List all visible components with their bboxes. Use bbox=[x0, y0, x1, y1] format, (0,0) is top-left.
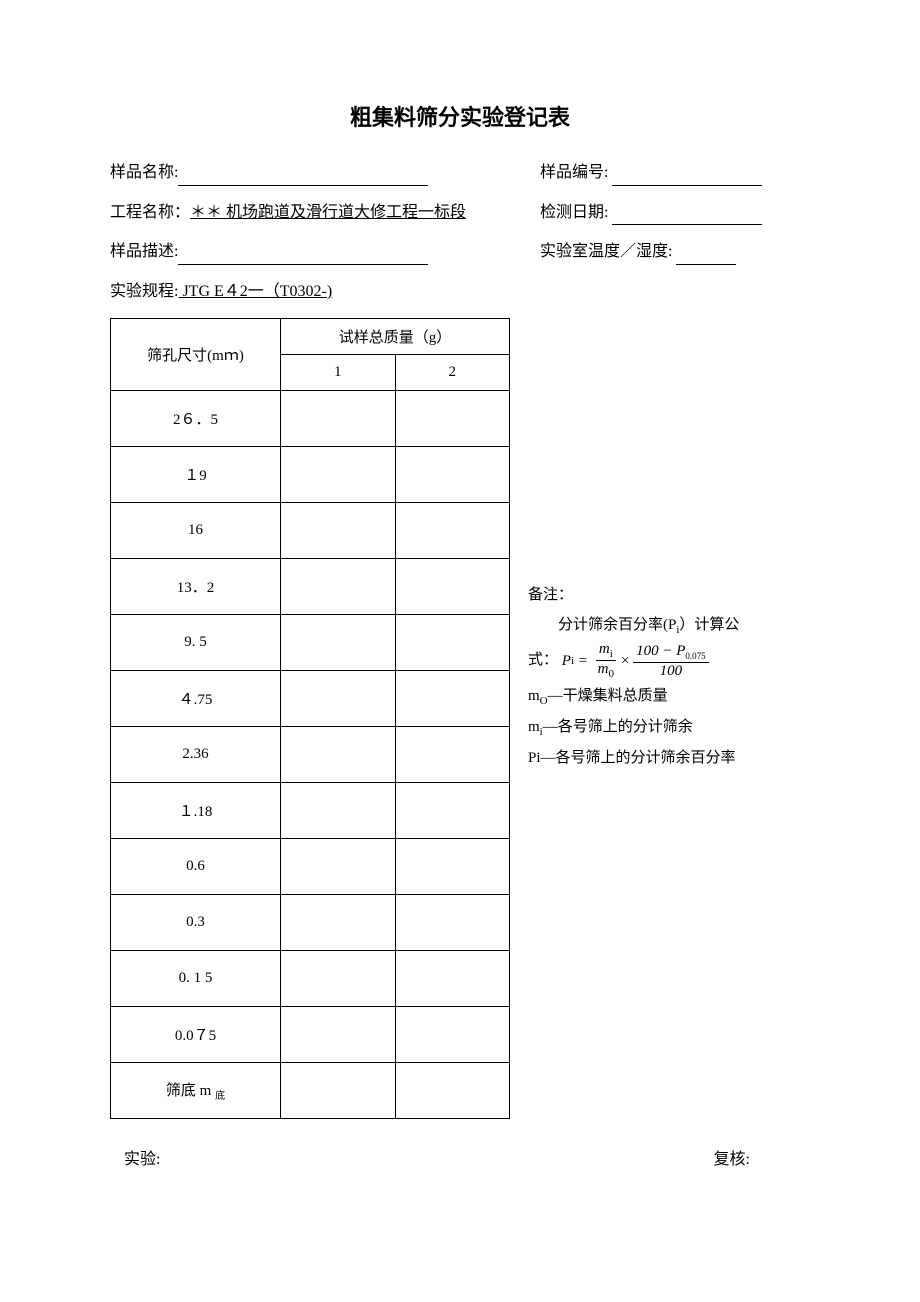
table-cell[interactable] bbox=[395, 1063, 510, 1119]
meta-row-3: 样品描述: 实验室温度／湿度: bbox=[110, 239, 810, 265]
table-cell[interactable] bbox=[395, 615, 510, 671]
sample-desc-field[interactable] bbox=[178, 245, 428, 265]
table-cell[interactable] bbox=[281, 839, 396, 895]
footer-review: 复核: bbox=[714, 1145, 810, 1169]
table-cell[interactable] bbox=[281, 391, 396, 447]
notes-pi: Pi—各号筛上的分计筛余百分率 bbox=[528, 743, 810, 773]
table-cell[interactable] bbox=[395, 447, 510, 503]
sieve-size: 0. 1 5 bbox=[111, 951, 281, 1007]
sample-no-field[interactable] bbox=[612, 166, 762, 186]
sieve-bottom: 筛底 m 底 bbox=[111, 1063, 281, 1119]
sieve-size: 13．2 bbox=[111, 559, 281, 615]
table-cell[interactable] bbox=[281, 1063, 396, 1119]
table-cell[interactable] bbox=[281, 727, 396, 783]
temp-label: 实验室温度／湿度: bbox=[540, 243, 672, 260]
table-cell[interactable] bbox=[395, 391, 510, 447]
meta-row-4: 实验规程: JTG E４2一（T0302-) bbox=[110, 279, 810, 305]
test-date-label: 检测日期: bbox=[540, 204, 608, 221]
sieve-table: 筛孔尺寸(mｍ) 试样总质量（g） 1 2 2６．5 １9 16 13．2 9.… bbox=[110, 318, 510, 1119]
project-value: ＊＊ 机场跑道及滑行道大修工程一标段 bbox=[190, 204, 466, 221]
sieve-size: 0.0７5 bbox=[111, 1007, 281, 1063]
col-1: 1 bbox=[281, 355, 396, 391]
spec-label: 实验规程: bbox=[110, 283, 178, 300]
col-2: 2 bbox=[395, 355, 510, 391]
header-mass: 试样总质量（g） bbox=[281, 319, 510, 355]
meta-row-2: 工程名称：＊＊ 机场跑道及滑行道大修工程一标段 检测日期: bbox=[110, 200, 810, 226]
notes-formula-line: 式： Pi = mim0 × 100 − P0.075100 bbox=[528, 641, 810, 680]
sieve-size: １9 bbox=[111, 447, 281, 503]
table-cell[interactable] bbox=[395, 839, 510, 895]
sieve-size: １.18 bbox=[111, 783, 281, 839]
notes-panel: 备注： 分计筛余百分率(Pi）计算公 式： Pi = mim0 × 100 − … bbox=[510, 318, 810, 1119]
table-cell[interactable] bbox=[281, 783, 396, 839]
sieve-size: 0.6 bbox=[111, 839, 281, 895]
sieve-size: 9. 5 bbox=[111, 615, 281, 671]
notes-mi: mi—各号筛上的分计筛余 bbox=[528, 712, 810, 743]
sieve-size: 2６．5 bbox=[111, 391, 281, 447]
sample-name-field[interactable] bbox=[178, 166, 428, 186]
sieve-size: ４.75 bbox=[111, 671, 281, 727]
project-label: 工程名称： bbox=[110, 204, 190, 221]
formula: Pi = mim0 × 100 − P0.075100 bbox=[562, 641, 712, 680]
sample-no-label: 样品编号: bbox=[540, 164, 608, 181]
table-cell[interactable] bbox=[395, 559, 510, 615]
sieve-size: 0.3 bbox=[111, 895, 281, 951]
sample-name-label: 样品名称: bbox=[110, 164, 178, 181]
table-cell[interactable] bbox=[395, 727, 510, 783]
sieve-size: 16 bbox=[111, 503, 281, 559]
table-cell[interactable] bbox=[395, 1007, 510, 1063]
table-cell[interactable] bbox=[395, 783, 510, 839]
temp-field[interactable] bbox=[676, 245, 736, 265]
footer: 实验: 复核: bbox=[110, 1145, 810, 1169]
table-cell[interactable] bbox=[281, 895, 396, 951]
table-cell[interactable] bbox=[395, 671, 510, 727]
table-cell[interactable] bbox=[281, 503, 396, 559]
footer-experiment: 实验: bbox=[110, 1145, 714, 1169]
header-sieve: 筛孔尺寸(mｍ) bbox=[111, 319, 281, 391]
notes-header: 备注： bbox=[528, 580, 810, 610]
table-cell[interactable] bbox=[395, 895, 510, 951]
table-cell[interactable] bbox=[281, 615, 396, 671]
spec-value: JTG E４2一（T0302-) bbox=[178, 283, 332, 300]
table-cell[interactable] bbox=[281, 951, 396, 1007]
table-cell[interactable] bbox=[281, 559, 396, 615]
table-cell[interactable] bbox=[281, 671, 396, 727]
meta-row-1: 样品名称: 样品编号: bbox=[110, 160, 810, 186]
sieve-size: 2.36 bbox=[111, 727, 281, 783]
content-wrap: 筛孔尺寸(mｍ) 试样总质量（g） 1 2 2６．5 １9 16 13．2 9.… bbox=[110, 318, 810, 1119]
page-title: 粗集料筛分实验登记表 bbox=[110, 100, 810, 132]
table-cell[interactable] bbox=[281, 1007, 396, 1063]
table-cell[interactable] bbox=[281, 447, 396, 503]
table-cell[interactable] bbox=[395, 951, 510, 1007]
table-cell[interactable] bbox=[395, 503, 510, 559]
notes-m0: mO—干燥集料总质量 bbox=[528, 681, 810, 712]
sample-desc-label: 样品描述: bbox=[110, 243, 178, 260]
notes-line-1: 分计筛余百分率(Pi）计算公 bbox=[528, 610, 810, 641]
test-date-field[interactable] bbox=[612, 205, 762, 225]
